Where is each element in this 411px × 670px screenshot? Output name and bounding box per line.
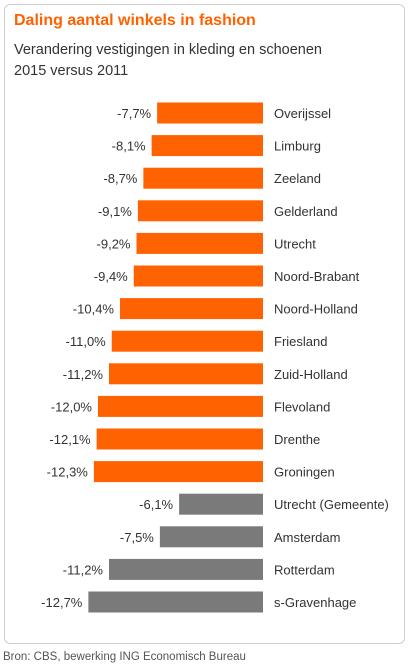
category-label-limburg: Limburg [274, 139, 321, 154]
bar-rotterdam [109, 558, 263, 580]
value-label-utrecht-gemeente: -6,1% [139, 497, 173, 512]
value-label-amsterdam: -7,5% [120, 530, 154, 545]
bar-s-gravenhage [88, 591, 263, 613]
value-label-gelderland: -9,1% [98, 204, 132, 219]
category-label-flevoland: Flevoland [274, 399, 330, 414]
category-label-amsterdam: Amsterdam [274, 530, 340, 545]
value-label-s-gravenhage: -12,7% [41, 595, 83, 610]
value-label-limburg: -8,1% [112, 139, 146, 154]
value-label-rotterdam: -11,2% [63, 562, 104, 577]
value-label-zuid-holland: -11,2% [63, 367, 104, 382]
category-label-rotterdam: Rotterdam [274, 562, 335, 577]
value-label-zeeland: -8,7% [103, 171, 137, 186]
value-label-noord-holland: -10,4% [73, 302, 115, 317]
subtitle-line-2: 2015 versus 2011 [14, 63, 129, 79]
source-note: Bron: CBS, bewerking ING Economisch Bure… [3, 651, 246, 663]
bar-groningen [93, 461, 263, 483]
value-label-noord-brabant: -9,4% [94, 269, 128, 284]
value-label-overijssel: -7,7% [117, 106, 151, 121]
category-label-zeeland: Zeeland [274, 171, 321, 186]
bar-flevoland [98, 395, 263, 417]
value-label-drenthe: -12,1% [49, 432, 91, 447]
category-label-groningen: Groningen [274, 465, 335, 480]
bar-utrecht [136, 232, 263, 254]
bar-limburg [151, 135, 263, 157]
value-label-friesland: -11,0% [66, 334, 107, 349]
category-label-gelderland: Gelderland [274, 204, 338, 219]
value-label-groningen: -12,3% [47, 465, 89, 480]
value-label-utrecht: -9,2% [97, 236, 131, 251]
category-label-utrecht: Utrecht [274, 236, 316, 251]
category-label-utrecht-gemeente: Utrecht (Gemeente) [274, 497, 389, 512]
bar-noord-holland [120, 298, 263, 320]
category-label-noord-brabant: Noord-Brabant [274, 269, 360, 284]
bar-amsterdam [159, 526, 263, 548]
bar-drenthe [96, 428, 263, 450]
value-label-flevoland: -12,0% [51, 399, 93, 414]
chart-subtitle: Verandering vestigingen in kleding en sc… [14, 40, 322, 82]
category-label-s-gravenhage: s-Gravenhage [274, 595, 356, 610]
bar-zeeland [143, 167, 263, 189]
category-label-zuid-holland: Zuid-Holland [274, 367, 348, 382]
bar-utrecht-gemeente [179, 493, 263, 515]
chart-title: Daling aantal winkels in fashion [14, 12, 256, 29]
category-label-noord-holland: Noord-Holland [274, 302, 358, 317]
bar-noord-brabant [133, 265, 263, 287]
subtitle-line-1: Verandering vestigingen in kleding en sc… [14, 42, 322, 58]
category-label-drenthe: Drenthe [274, 432, 320, 447]
bar-zuid-holland [109, 363, 263, 385]
bar-gelderland [137, 200, 263, 222]
category-label-friesland: Friesland [274, 334, 327, 349]
bar-overijssel [157, 102, 263, 124]
category-label-overijssel: Overijssel [274, 106, 331, 121]
bar-friesland [111, 330, 263, 352]
